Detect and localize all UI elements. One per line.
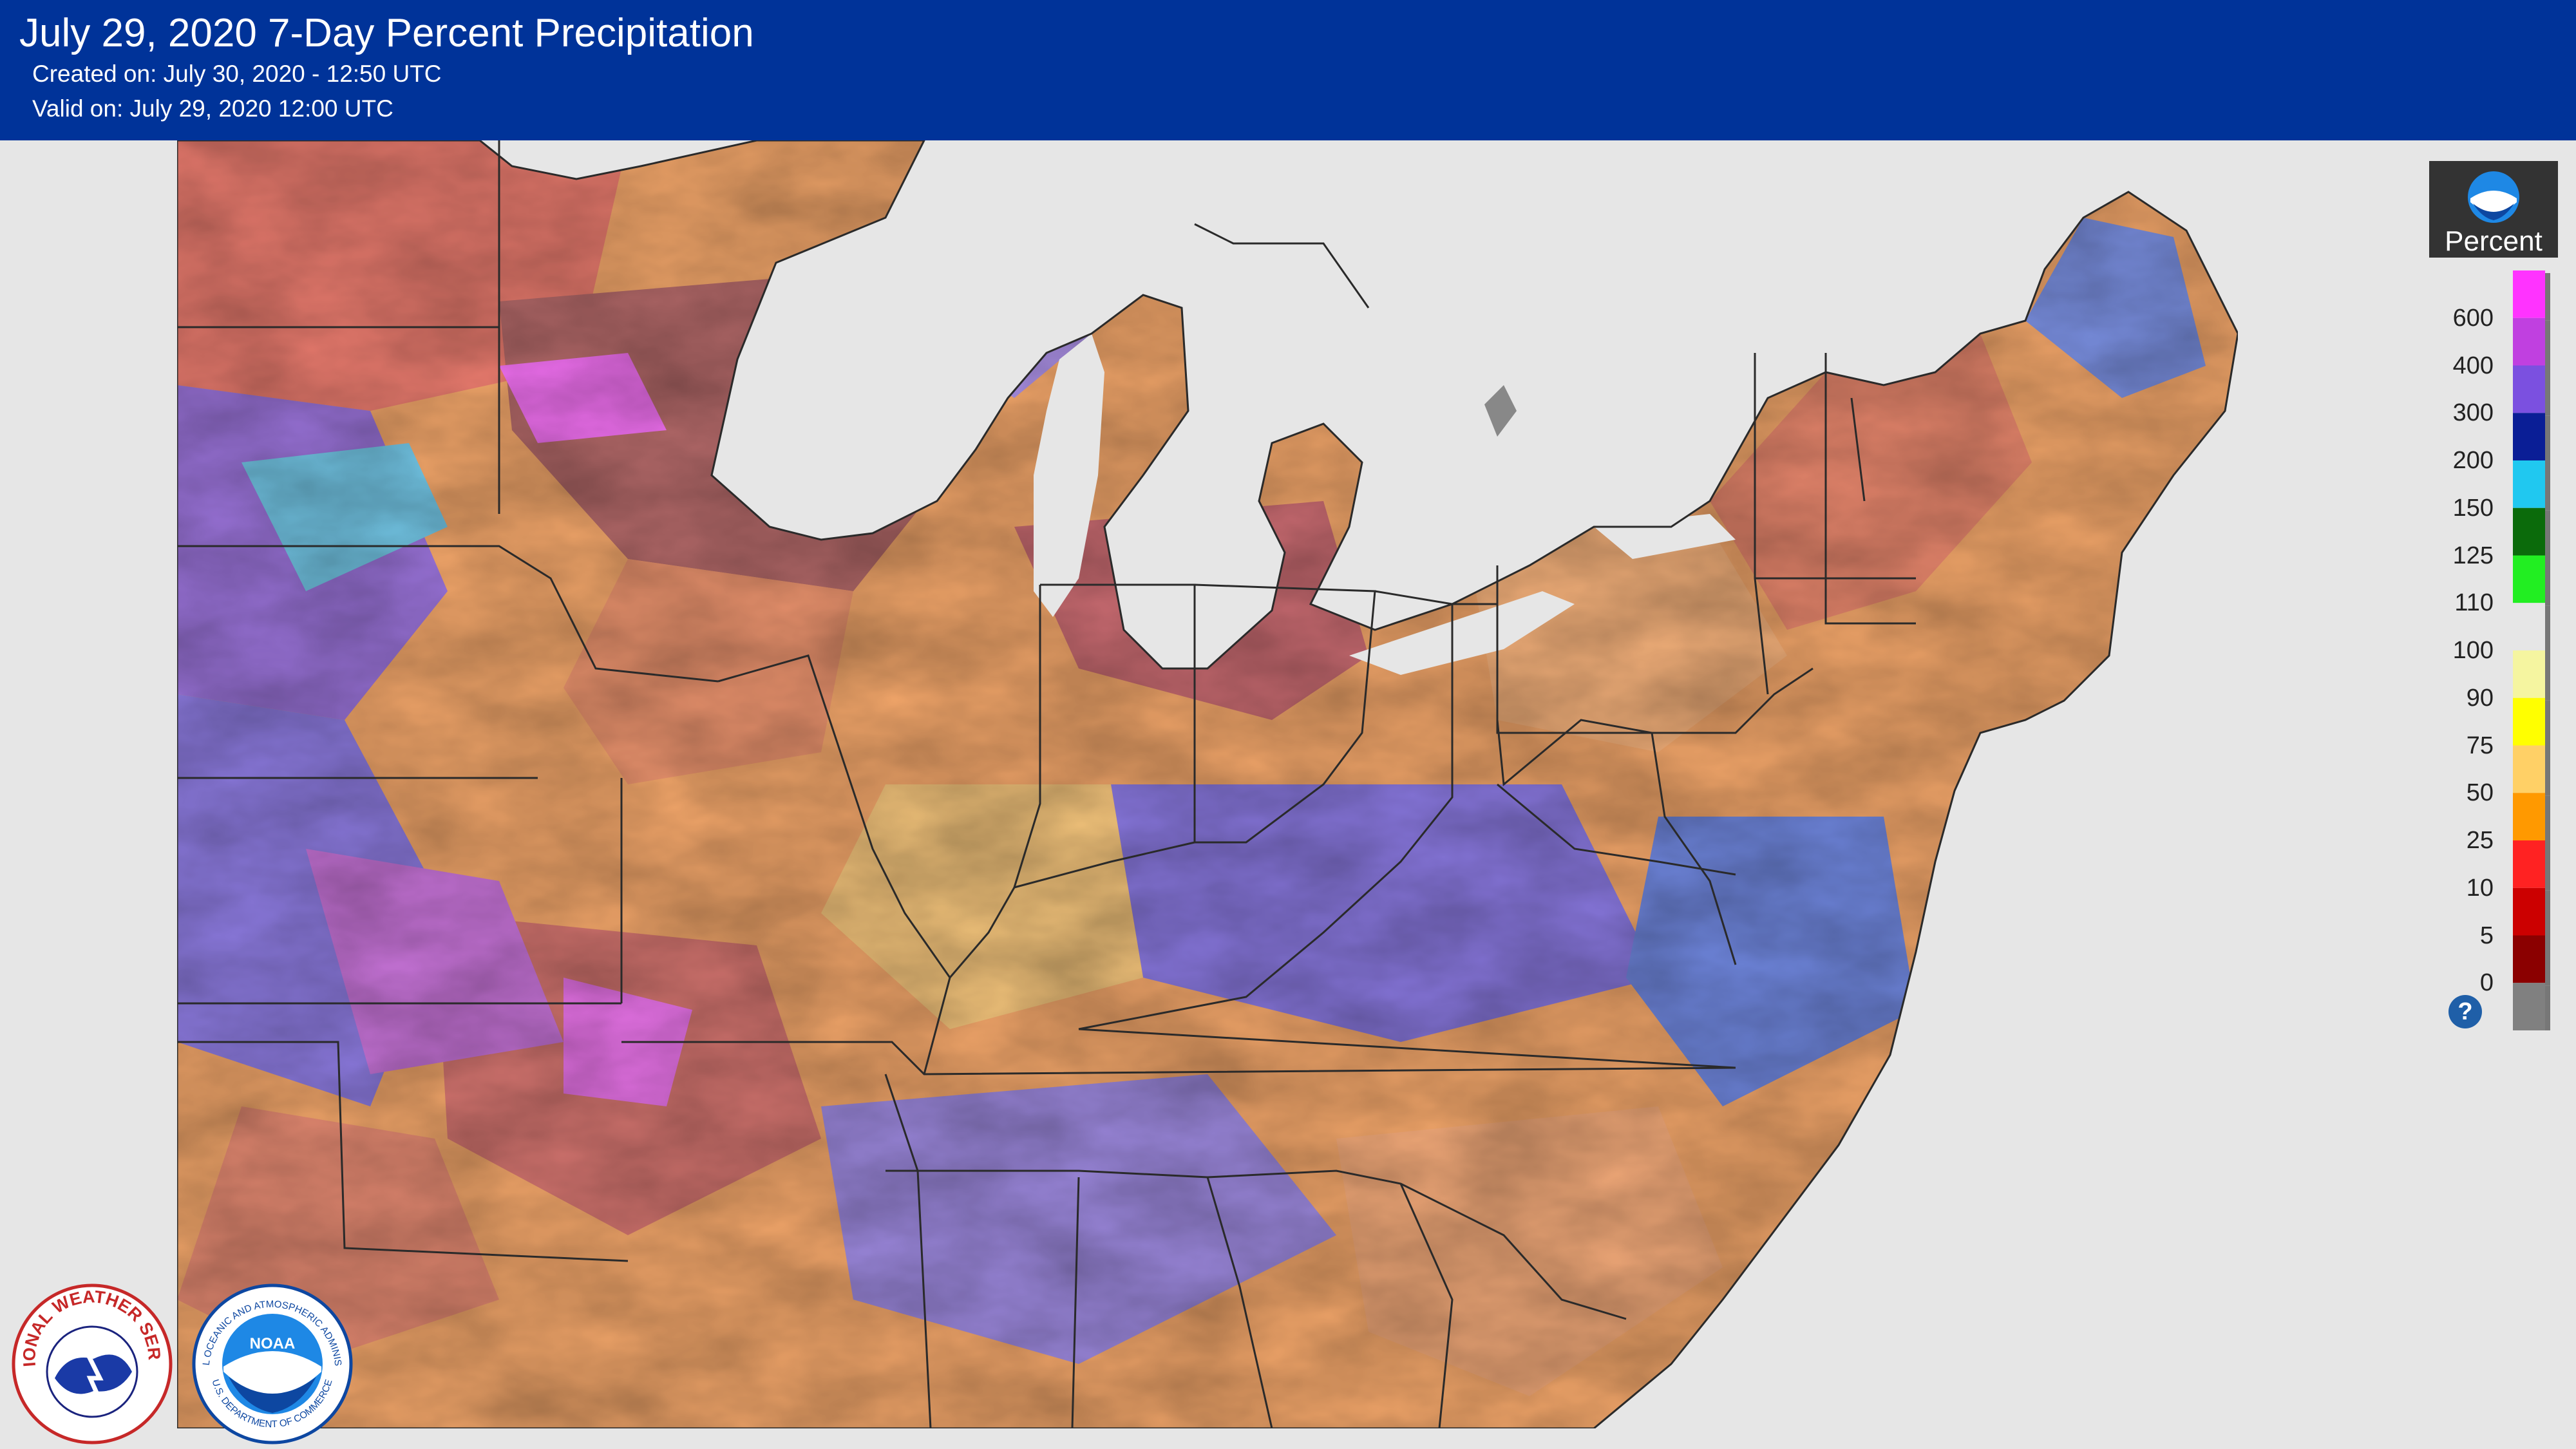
legend-tick-label: 0 <box>2479 969 2494 997</box>
legend-tick-label: 110 <box>2454 589 2494 617</box>
legend-swatch <box>2513 887 2545 936</box>
legend-color-bar <box>2513 270 2550 1030</box>
nws-logo-icon: NATIONAL WEATHER SERVICE <box>10 1282 174 1446</box>
precip-field <box>177 140 2238 1428</box>
header-bar: July 29, 2020 7-Day Percent Precipitatio… <box>0 0 2576 140</box>
legend-tick-label: 400 <box>2452 352 2494 379</box>
lake-michigan <box>1034 334 1104 617</box>
legend-tick-label: 300 <box>2452 399 2494 427</box>
noaa-logo-icon <box>2467 170 2521 224</box>
legend-swatch <box>2513 697 2545 746</box>
legend-swatch <box>2513 317 2545 366</box>
legend-swatch <box>2513 365 2545 413</box>
lake-ontario <box>1594 514 1736 559</box>
legend-tick-label: 100 <box>2452 637 2494 664</box>
created-date: Created on: July 30, 2020 - 12:50 UTC <box>32 61 442 87</box>
legend-swatch <box>2513 840 2545 888</box>
legend-tick-label: 10 <box>2466 874 2494 902</box>
legend-tick-label: 200 <box>2452 447 2494 474</box>
legend-swatch <box>2513 555 2545 603</box>
precipitation-map[interactable] <box>177 140 2238 1428</box>
map-title: July 29, 2020 7-Day Percent Precipitatio… <box>19 11 754 55</box>
help-icon[interactable]: ? <box>2448 995 2482 1028</box>
legend-swatch <box>2513 460 2545 508</box>
legend-tick-label: 600 <box>2452 304 2494 332</box>
legend-tick-label: 90 <box>2466 684 2494 712</box>
lake-erie <box>1349 591 1575 675</box>
legend-swatch <box>2513 270 2545 318</box>
legend-tick-label: 75 <box>2466 732 2494 759</box>
legend-swatch <box>2513 650 2545 698</box>
legend-header: Percent <box>2429 161 2558 258</box>
legend-tick-label: 150 <box>2452 494 2494 522</box>
legend-swatch <box>2513 745 2545 793</box>
noaa-center-text: NOAA <box>250 1335 296 1352</box>
legend-swatch <box>2513 983 2545 1030</box>
legend-swatch <box>2513 507 2545 556</box>
legend-swatch <box>2513 793 2545 840</box>
legend-units: Percent <box>2445 225 2543 257</box>
legend-tick-label: 25 <box>2466 827 2494 854</box>
legend-swatch <box>2513 935 2545 983</box>
state-borders <box>177 140 2238 1428</box>
noaa-seal-icon: NOAA NATIONAL OCEANIC AND ATMOSPHERIC AD… <box>190 1282 354 1446</box>
valid-date: Valid on: July 29, 2020 12:00 UTC <box>32 95 393 122</box>
legend-tick-label: 50 <box>2466 779 2494 807</box>
legend-tick-label: 5 <box>2479 922 2494 949</box>
legend-swatch <box>2513 603 2545 650</box>
legend-tick-label: 125 <box>2452 542 2494 569</box>
legend-swatch <box>2513 413 2545 460</box>
legend-panel: Percent 600 400 300 200 150 125 110 100 90 75 50 25… <box>2429 161 2558 1037</box>
